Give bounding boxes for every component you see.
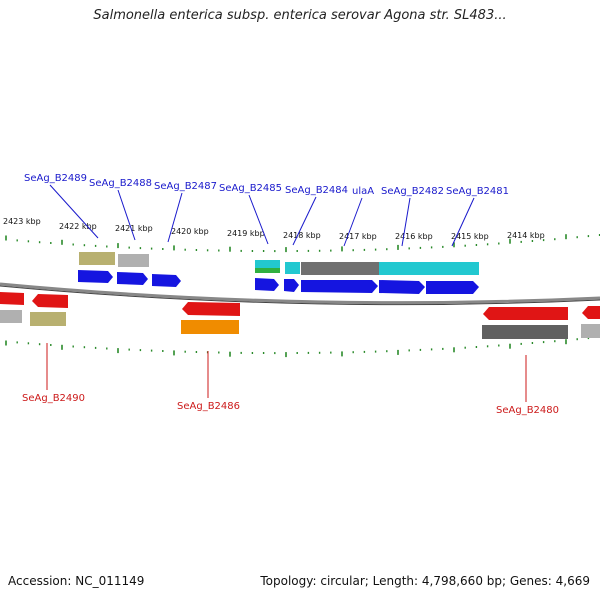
kbp-label: 2419 kbp: [227, 229, 265, 238]
gene-arrow-reverse[interactable]: [0, 292, 24, 305]
kbp-label: 2418 kbp: [283, 231, 321, 240]
leader-lines-top: [49, 184, 475, 247]
gene-label[interactable]: SeAg_B2482: [381, 186, 444, 197]
kbp-label: 2423 kbp: [3, 217, 41, 226]
gene-arrow-forward[interactable]: [255, 278, 279, 291]
gene-arrow-forward[interactable]: [301, 280, 378, 293]
feature-bar-cyan[interactable]: [379, 262, 479, 275]
gene-arrow-forward[interactable]: [284, 279, 299, 292]
genome-backbone: [0, 282, 600, 305]
gene-label[interactable]: SeAg_B2486: [177, 401, 240, 412]
gene-label[interactable]: SeAg_B2480: [496, 405, 559, 416]
feature-bar-khaki[interactable]: [79, 252, 115, 265]
gene-label[interactable]: SeAg_B2485: [219, 183, 282, 194]
feature-bar-khaki[interactable]: [30, 312, 66, 326]
kbp-label: 2416 kbp: [395, 232, 433, 241]
gene-arrow-forward[interactable]: [117, 272, 148, 285]
gene-arrow-forward[interactable]: [379, 280, 425, 294]
genome-summary: Topology: circular; Length: 4,798,660 bp…: [260, 574, 590, 588]
backbone-shadow: [0, 285, 600, 306]
gene-arrow-forward[interactable]: [426, 281, 479, 294]
feature-bar-gray[interactable]: [581, 324, 600, 338]
gene-arrow-forward[interactable]: [152, 274, 181, 287]
gene-arrow-reverse[interactable]: [582, 306, 600, 319]
feature-bar-orange[interactable]: [181, 320, 239, 334]
map-title: Salmonella enterica subsp. enterica sero…: [93, 8, 507, 23]
gene-arrow-reverse[interactable]: [182, 302, 240, 316]
accession-label: Accession: NC_011149: [8, 574, 145, 588]
leader-lines-bottom: [46, 343, 527, 402]
gene-label[interactable]: SeAg_B2489: [24, 173, 87, 184]
feature-bar-darkgray[interactable]: [482, 325, 568, 339]
feature-bar-gray[interactable]: [0, 310, 22, 323]
feature-bar-cyan[interactable]: [285, 262, 300, 274]
feature-bar-cyan[interactable]: [255, 260, 280, 268]
gene-label[interactable]: SeAg_B2490: [22, 393, 85, 404]
gene-label[interactable]: SeAg_B2484: [285, 185, 348, 196]
gene-arrow-forward[interactable]: [78, 270, 113, 283]
tick-row-top: [5, 234, 600, 253]
kbp-label: 2420 kbp: [171, 227, 209, 236]
kbp-label: 2422 kbp: [59, 222, 97, 231]
gene-label[interactable]: SeAg_B2488: [89, 178, 152, 189]
kbp-label: 2414 kbp: [507, 231, 545, 240]
kbp-label: 2415 kbp: [451, 232, 489, 241]
gene-label[interactable]: SeAg_B2487: [154, 181, 217, 192]
gene-label[interactable]: SeAg_B2481: [446, 186, 509, 197]
gene-label[interactable]: ulaA: [352, 186, 374, 197]
gene-arrow-reverse[interactable]: [483, 307, 568, 320]
kbp-label: 2417 kbp: [339, 232, 377, 241]
kbp-label: 2421 kbp: [115, 224, 153, 233]
gene-arrow-reverse[interactable]: [32, 294, 68, 308]
feature-bar-darkgray[interactable]: [301, 262, 379, 275]
feature-bar-green[interactable]: [255, 268, 280, 273]
feature-bar-gray[interactable]: [118, 254, 149, 267]
tick-row-bottom: [5, 336, 600, 358]
